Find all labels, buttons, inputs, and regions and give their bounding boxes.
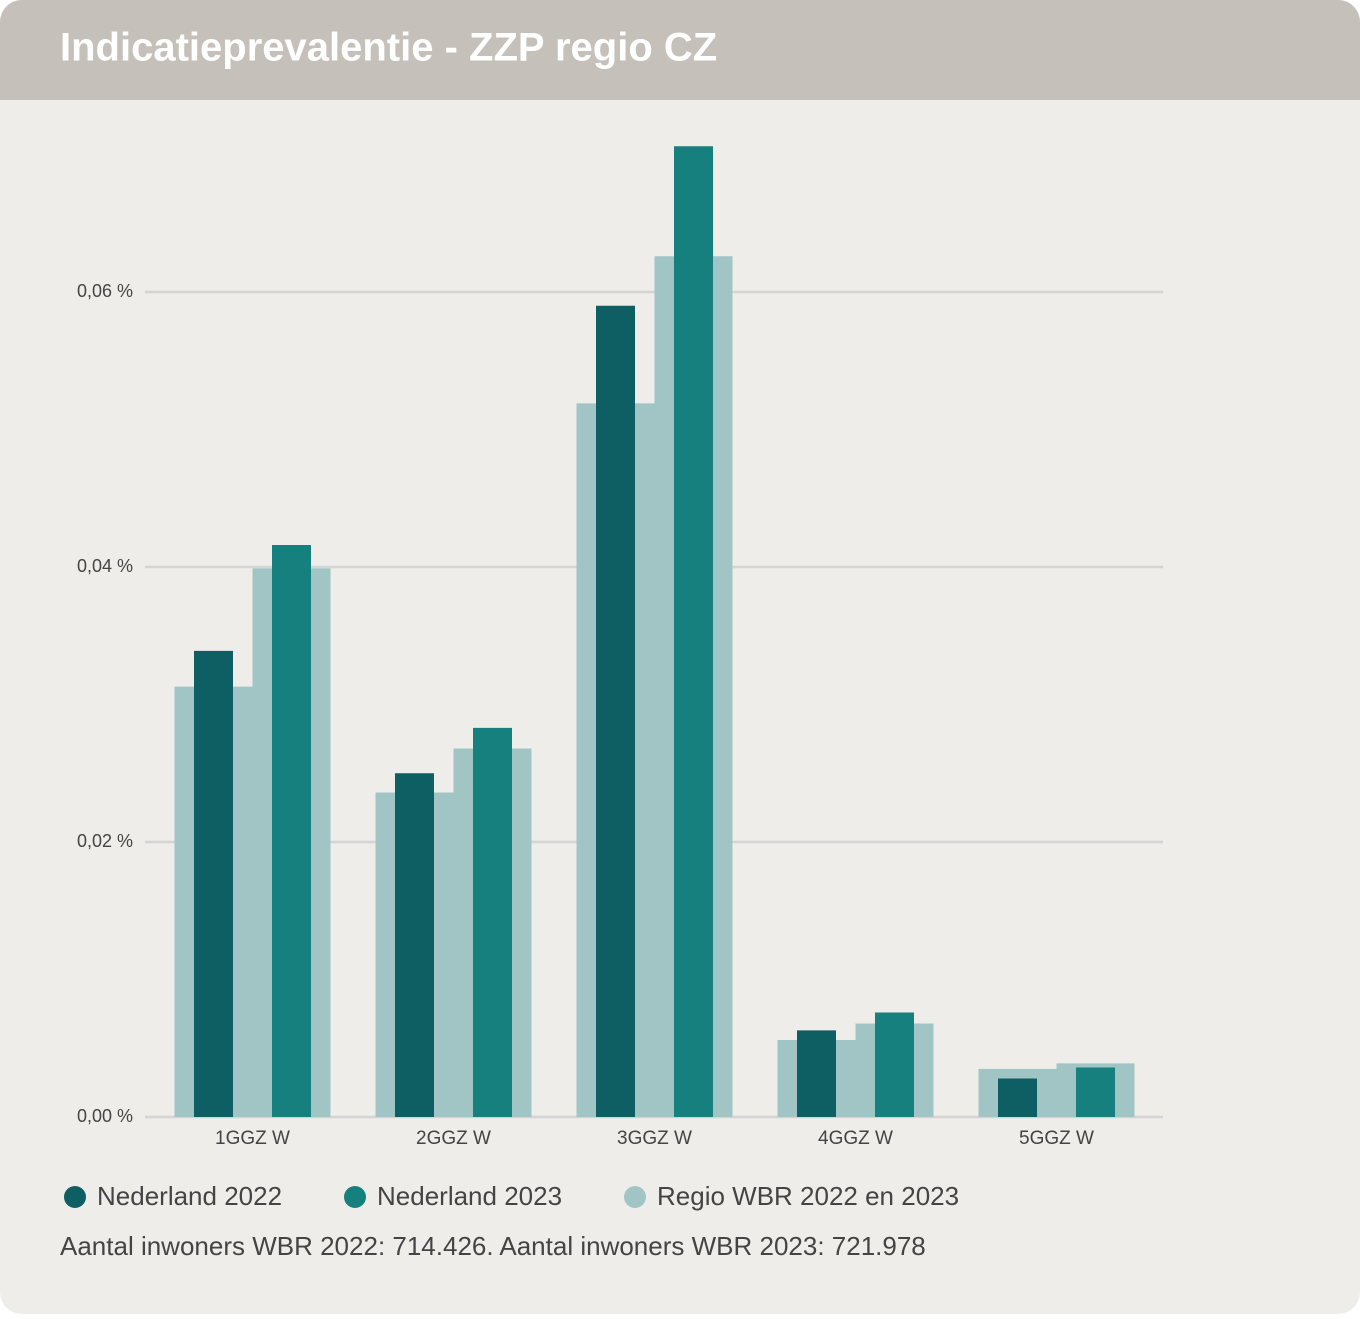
x-tick-label: 1GGZ W (215, 1128, 290, 1149)
header (0, 0, 1360, 100)
x-tick-label: 2GGZ W (416, 1128, 491, 1149)
y-tick-label: 0,00 % (77, 1106, 133, 1126)
bar (395, 773, 434, 1117)
x-tick-label: 4GGZ W (818, 1128, 893, 1149)
legend-swatch (624, 1186, 646, 1208)
legend-swatch (64, 1186, 86, 1208)
bar (473, 727, 512, 1117)
bar (596, 305, 635, 1117)
chart-title: Indicatieprevalentie - ZZP regio CZ (60, 26, 717, 70)
bar (272, 545, 311, 1117)
bar (875, 1012, 914, 1117)
y-tick-label: 0,04 % (77, 556, 133, 576)
legend-swatch (344, 1186, 366, 1208)
footnote: Aantal inwoners WBR 2022: 714.426. Aanta… (60, 1231, 926, 1261)
bar (194, 650, 233, 1117)
bar (998, 1078, 1037, 1117)
x-tick-label: 3GGZ W (617, 1128, 692, 1149)
legend-label: Nederland 2022 (97, 1181, 282, 1211)
bar (674, 146, 713, 1117)
y-tick-label: 0,06 % (77, 281, 133, 301)
bar (797, 1030, 836, 1117)
bar (1076, 1067, 1115, 1117)
y-tick-label: 0,02 % (77, 831, 133, 851)
x-tick-label: 5GGZ W (1019, 1128, 1094, 1149)
legend-label: Regio WBR 2022 en 2023 (657, 1181, 959, 1211)
legend-label: Nederland 2023 (377, 1181, 562, 1211)
